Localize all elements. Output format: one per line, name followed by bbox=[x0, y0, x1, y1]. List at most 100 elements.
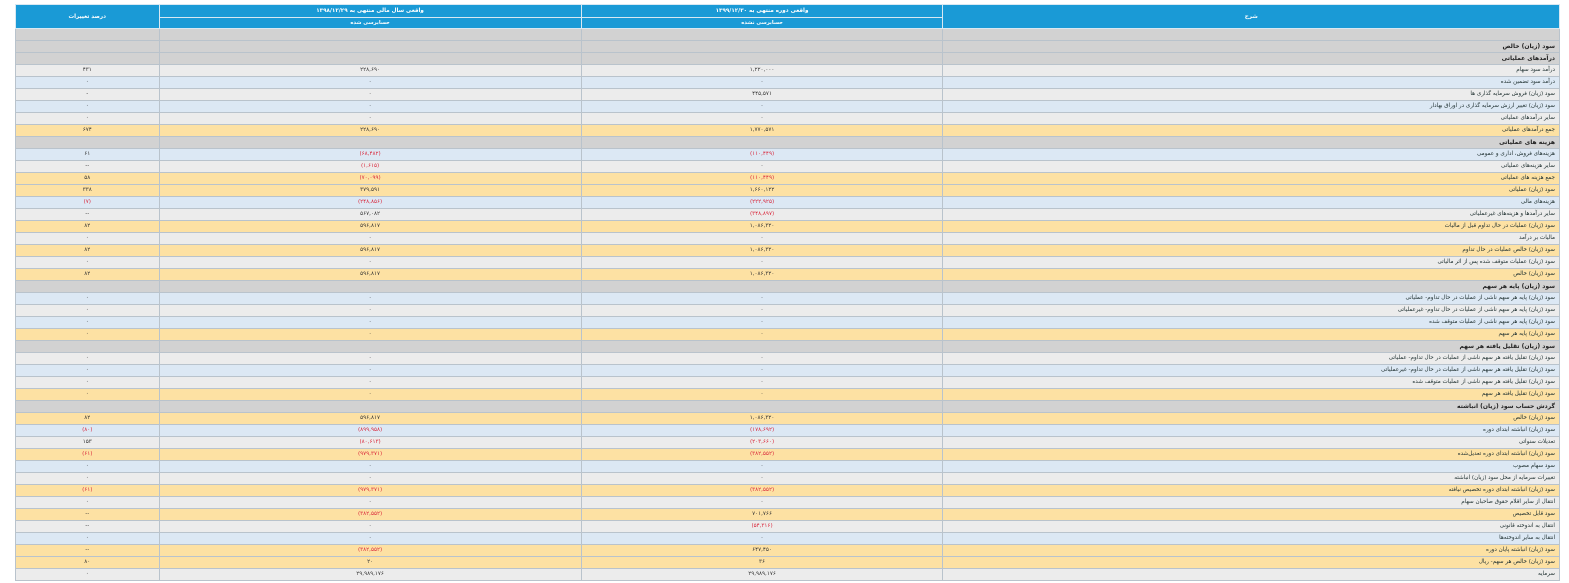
change-percent-value: ۰ bbox=[15, 292, 160, 305]
period-1-value: ۰ bbox=[580, 472, 944, 485]
row-label: سود قابل تخصیص bbox=[942, 508, 1560, 521]
table-row: سود (زیان) انباشته ابتدای دوره تخصیص نیا… bbox=[15, 484, 1560, 497]
period-1-value: ۰ bbox=[580, 256, 944, 269]
change-percent-value bbox=[15, 340, 160, 353]
period-1-value: (۳۸۲,۵۵۲) bbox=[580, 484, 944, 497]
section-header-row: هزینه های عملیاتی bbox=[15, 136, 1560, 149]
change-percent-value: ۰ bbox=[15, 316, 160, 329]
period-1-value: (۵۴,۳۱۶) bbox=[580, 520, 944, 533]
period-2-value: ۰ bbox=[158, 532, 582, 545]
column-header-period-1[interactable]: واقعی دوره منتهی به ۱۳۹۹/۱۲/۳۰ bbox=[580, 4, 944, 18]
audit-status-period-2: حسابرسی شده bbox=[158, 17, 582, 29]
change-percent-value: ۰ bbox=[15, 364, 160, 377]
period-1-value: ۳۶ bbox=[580, 556, 944, 569]
period-1-value bbox=[580, 28, 944, 41]
table-body: سود (زیان) خالص درآمدهای عملیاتی درآمد سود… bbox=[15, 28, 1560, 581]
table-row: سود (زیان) پایه هر سهم ناشی از عملیات در… bbox=[15, 292, 1560, 305]
table-row: هزینه‌های مالی (۲۲۲,۹۲۵) (۲۴۸,۸۵۶) (۷) bbox=[15, 196, 1560, 209]
period-2-value bbox=[158, 340, 582, 353]
change-percent-value: ۰ bbox=[15, 112, 160, 125]
change-percent-value: ۸۲ bbox=[15, 220, 160, 233]
change-percent-value: ۸۲ bbox=[15, 244, 160, 257]
period-2-value: ۳۷۹,۵۹۱ bbox=[158, 184, 582, 197]
row-label: سرمایه bbox=[942, 568, 1560, 581]
period-1-value bbox=[580, 280, 944, 293]
change-percent-value: ۵۸ bbox=[15, 172, 160, 185]
section-header-row: درآمدهای عملیاتی bbox=[15, 52, 1560, 65]
period-2-value: (۶۸,۴۸۲) bbox=[158, 148, 582, 161]
period-1-value: ۰ bbox=[580, 76, 944, 89]
period-2-value: ۰ bbox=[158, 232, 582, 245]
table-row: درآمد سود تضمین شده ۰ ۰ ۰ bbox=[15, 76, 1560, 89]
period-1-value: ۱,۷۷۰,۵۷۱ bbox=[580, 124, 944, 137]
row-label: سود (زیان) تقلیل یافته هر سهم ناشی از عم… bbox=[942, 376, 1560, 389]
period-1-value: ۲۹,۹۸۹,۱۷۶ bbox=[580, 568, 944, 581]
table-row: سود (زیان) پایه هر سهم ناشی از عملیات در… bbox=[15, 304, 1560, 317]
table-row: جمع درآمدهای عملیاتی ۱,۷۷۰,۵۷۱ ۲۲۸,۶۹۰ ۶۷۴ bbox=[15, 124, 1560, 137]
change-percent-value: ۱۵۳ bbox=[15, 436, 160, 449]
table-row: سایر درآمدها و هزینه‌های غیرعملیاتی (۳۴۸,… bbox=[15, 208, 1560, 221]
table-row: سود (زیان) انباشته ابتدای دوره تعدیل‌شده… bbox=[15, 448, 1560, 461]
period-1-value: (۲۲۲,۹۲۵) bbox=[580, 196, 944, 209]
table-row: سود (زیان) خالص هر سهم- ریال ۳۶ ۲۰ ۸۰ bbox=[15, 556, 1560, 569]
row-label: سود سهام مصوب bbox=[942, 460, 1560, 473]
row-label: درآمدهای عملیاتی bbox=[942, 52, 1560, 65]
period-2-value: ۰ bbox=[158, 388, 582, 401]
row-label: سود (زیان) انباشته ابتدای دوره bbox=[942, 424, 1560, 437]
change-percent-value: ۸۲ bbox=[15, 412, 160, 425]
change-percent-value: ۰ bbox=[15, 256, 160, 269]
row-label: سایر درآمدهای عملیاتی bbox=[942, 112, 1560, 125]
row-label: سود (زیان) عملیات در حال تداوم قبل از ما… bbox=[942, 220, 1560, 233]
period-1-value: ۰ bbox=[580, 352, 944, 365]
period-2-value: (۸۰,۶۱۳) bbox=[158, 436, 582, 449]
row-label: سود (زیان) تقلیل یافته هر سهم bbox=[942, 388, 1560, 401]
section-header-row: گردش حساب سود (زیان) انباشته bbox=[15, 400, 1560, 413]
row-label: سود (زیان) تقلیل یافته هر سهم ناشی از عم… bbox=[942, 352, 1560, 365]
change-percent-value: ۰ bbox=[15, 496, 160, 509]
row-label: مالیات بر درآمد bbox=[942, 232, 1560, 245]
row-label bbox=[942, 28, 1560, 41]
row-label: تعدیلات سنواتی bbox=[942, 436, 1560, 449]
row-label: سود (زیان) عملیاتی bbox=[942, 184, 1560, 197]
table-row: سود (زیان) انباشته پایان دوره ۶۴۷,۴۵۰ (۳۸۲… bbox=[15, 544, 1560, 557]
change-percent-value: -- bbox=[15, 208, 160, 221]
column-header-description[interactable]: شرح bbox=[942, 4, 1560, 29]
income-statement-table: شرح واقعی دوره منتهی به ۱۳۹۹/۱۲/۳۰ واقعی… bbox=[15, 4, 1560, 581]
section-header-row: سود (زیان) تقلیل یافته هر سهم bbox=[15, 340, 1560, 353]
period-1-value: ۰ bbox=[580, 316, 944, 329]
change-percent-value bbox=[15, 280, 160, 293]
period-1-value bbox=[580, 136, 944, 149]
row-label: تغییرات سرمایه از محل سود (زیان) انباشته bbox=[942, 472, 1560, 485]
table-row: تعدیلات سنواتی (۲۰۳,۶۶۰) (۸۰,۶۱۳) ۱۵۳ bbox=[15, 436, 1560, 449]
column-header-change-percent[interactable]: درصد تغییرات bbox=[15, 4, 160, 29]
financial-statement-container: شرح واقعی دوره منتهی به ۱۳۹۹/۱۲/۳۰ واقعی… bbox=[15, 4, 1560, 581]
period-1-value: (۳۸۲,۵۵۲) bbox=[580, 448, 944, 461]
table-row: سود (زیان) تقلیل یافته هر سهم ناشی از عم… bbox=[15, 352, 1560, 365]
period-2-value: ۰ bbox=[158, 472, 582, 485]
change-percent-value: ۰ bbox=[15, 304, 160, 317]
audit-status-period-1: حسابرسی نشده bbox=[580, 17, 944, 29]
period-2-value: (۲۴۸,۸۵۶) bbox=[158, 196, 582, 209]
section-header-row: سود (زیان) پایه هر سهم bbox=[15, 280, 1560, 293]
period-1-value: ۰ bbox=[580, 328, 944, 341]
period-2-value: ۰ bbox=[158, 316, 582, 329]
table-row: سرمایه ۲۹,۹۸۹,۱۷۶ ۲۹,۹۸۹,۱۷۶ ۰ bbox=[15, 568, 1560, 581]
row-label: سود (زیان) فروش سرمایه گذاری ها bbox=[942, 88, 1560, 101]
change-percent-value: ۰ bbox=[15, 568, 160, 581]
change-percent-value: (۶۱) bbox=[15, 448, 160, 461]
table-row: مالیات بر درآمد ۰ ۰ ۰ bbox=[15, 232, 1560, 245]
period-1-value: ۱,۰۸۶,۳۲۰ bbox=[580, 268, 944, 281]
row-label: انتقال از سایر اقلام حقوق صاحبان سهام bbox=[942, 496, 1560, 509]
table-row: انتقال از سایر اقلام حقوق صاحبان سهام ۰ ۰ ۰ bbox=[15, 496, 1560, 509]
period-2-value: ۲۲۸,۶۹۰ bbox=[158, 124, 582, 137]
change-percent-value: ۰ bbox=[15, 100, 160, 113]
period-2-value: ۰ bbox=[158, 112, 582, 125]
change-percent-value: ۰ bbox=[15, 232, 160, 245]
period-1-value: (۱۱۰,۴۴۹) bbox=[580, 148, 944, 161]
period-1-value: ۰ bbox=[580, 232, 944, 245]
column-header-period-2[interactable]: واقعی سال مالی منتهی به ۱۳۹۸/۱۲/۲۹ bbox=[158, 4, 582, 18]
period-1-value: (۱۷۸,۶۹۲) bbox=[580, 424, 944, 437]
period-1-value: ۰ bbox=[580, 496, 944, 509]
period-1-value: ۰ bbox=[580, 304, 944, 317]
row-label: سود (زیان) عملیات متوقف شده پس از اثر ما… bbox=[942, 256, 1560, 269]
